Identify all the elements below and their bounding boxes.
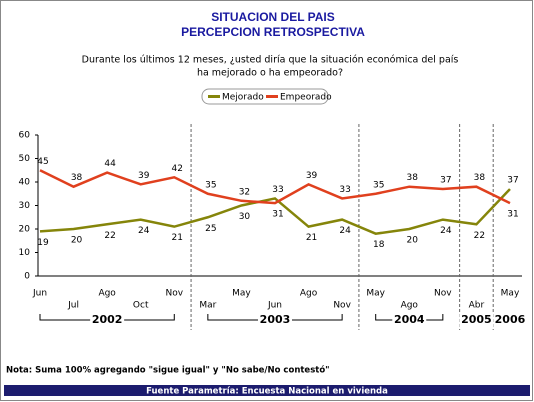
y-tick-label: 10 (19, 248, 31, 258)
x-tick-label: Jun (32, 289, 47, 299)
data-label: 37 (440, 176, 451, 186)
data-label: 33 (272, 185, 283, 195)
series-line (39, 169, 511, 205)
x-tick-label: Nov (165, 289, 183, 299)
x-tick-label: May (232, 289, 251, 299)
chart-title: SITUACION DEL PAIS (211, 10, 335, 24)
legend-label: Mejorado (222, 93, 264, 103)
data-label: 24 (339, 226, 351, 236)
data-label: 31 (507, 210, 518, 220)
data-label: 20 (407, 236, 419, 246)
x-tick-label: Jul (67, 301, 79, 311)
x-tick-label: Nov (333, 301, 351, 311)
legend-box (201, 88, 329, 105)
data-label: 31 (272, 210, 283, 220)
x-tick-label: Ago (98, 289, 116, 299)
source-bar (4, 385, 530, 396)
x-tick-label: May (366, 289, 385, 299)
y-tick-label: 0 (24, 272, 30, 282)
year-label: 2002 (92, 313, 123, 326)
x-tick-label: Jun (267, 301, 282, 311)
data-label: 33 (339, 185, 350, 195)
data-label: 35 (373, 180, 384, 190)
data-label: 20 (71, 236, 83, 246)
data-label: 38 (474, 173, 486, 183)
data-label: 22 (104, 231, 115, 241)
data-label: 32 (239, 187, 250, 197)
data-label: 45 (37, 157, 48, 167)
y-tick-label: 20 (19, 225, 31, 235)
year-bg (459, 313, 494, 327)
data-label: 24 (440, 226, 452, 236)
data-label: 22 (474, 231, 485, 241)
chart-subtitle: PERCEPCION RETROSPECTIVA (181, 25, 365, 39)
data-label: 39 (306, 171, 318, 181)
data-label: 44 (104, 159, 116, 169)
data-label: 19 (37, 238, 49, 248)
data-label: 24 (138, 226, 150, 236)
year-bg (90, 313, 125, 327)
x-tick-label: Oct (133, 301, 149, 311)
year-label: 2006 (495, 313, 526, 326)
year-label: 2003 (260, 313, 291, 326)
source: Fuente Parametría: Encuesta Nacional en … (146, 387, 388, 397)
x-tick-label: Ago (401, 301, 419, 311)
x-tick-label: Abr (469, 301, 485, 311)
x-tick-label: May (501, 289, 520, 299)
data-label: 25 (205, 224, 216, 234)
x-tick-label: Nov (434, 289, 452, 299)
year-label: 2004 (394, 313, 425, 326)
year-bg (392, 313, 427, 327)
question: ha mejorado o ha empeorado? (197, 68, 343, 79)
data-label: 21 (172, 233, 183, 243)
data-label: 42 (172, 164, 183, 174)
x-tick-label: Mar (199, 301, 216, 311)
data-label: 35 (205, 180, 216, 190)
year-bg (257, 313, 292, 327)
data-label: 39 (138, 171, 150, 181)
question: Durante los últimos 12 meses, ¿usted dir… (82, 55, 459, 66)
y-tick-label: 40 (19, 178, 31, 188)
y-tick-label: 30 (19, 201, 31, 211)
x-tick-label: Ago (300, 289, 318, 299)
legend-label: Empeorado (280, 93, 332, 103)
data-label: 18 (373, 240, 385, 250)
series-line (39, 188, 511, 235)
data-label: 38 (407, 173, 419, 183)
year-label: 2005 (461, 313, 492, 326)
y-tick-label: 60 (19, 131, 31, 141)
data-label: 21 (306, 233, 317, 243)
y-tick-label: 50 (19, 154, 31, 164)
data-label: 38 (71, 173, 83, 183)
data-label: 37 (507, 176, 518, 186)
note: Nota: Suma 100% agregando "sigue igual" … (6, 365, 330, 376)
data-label: 30 (239, 212, 251, 222)
